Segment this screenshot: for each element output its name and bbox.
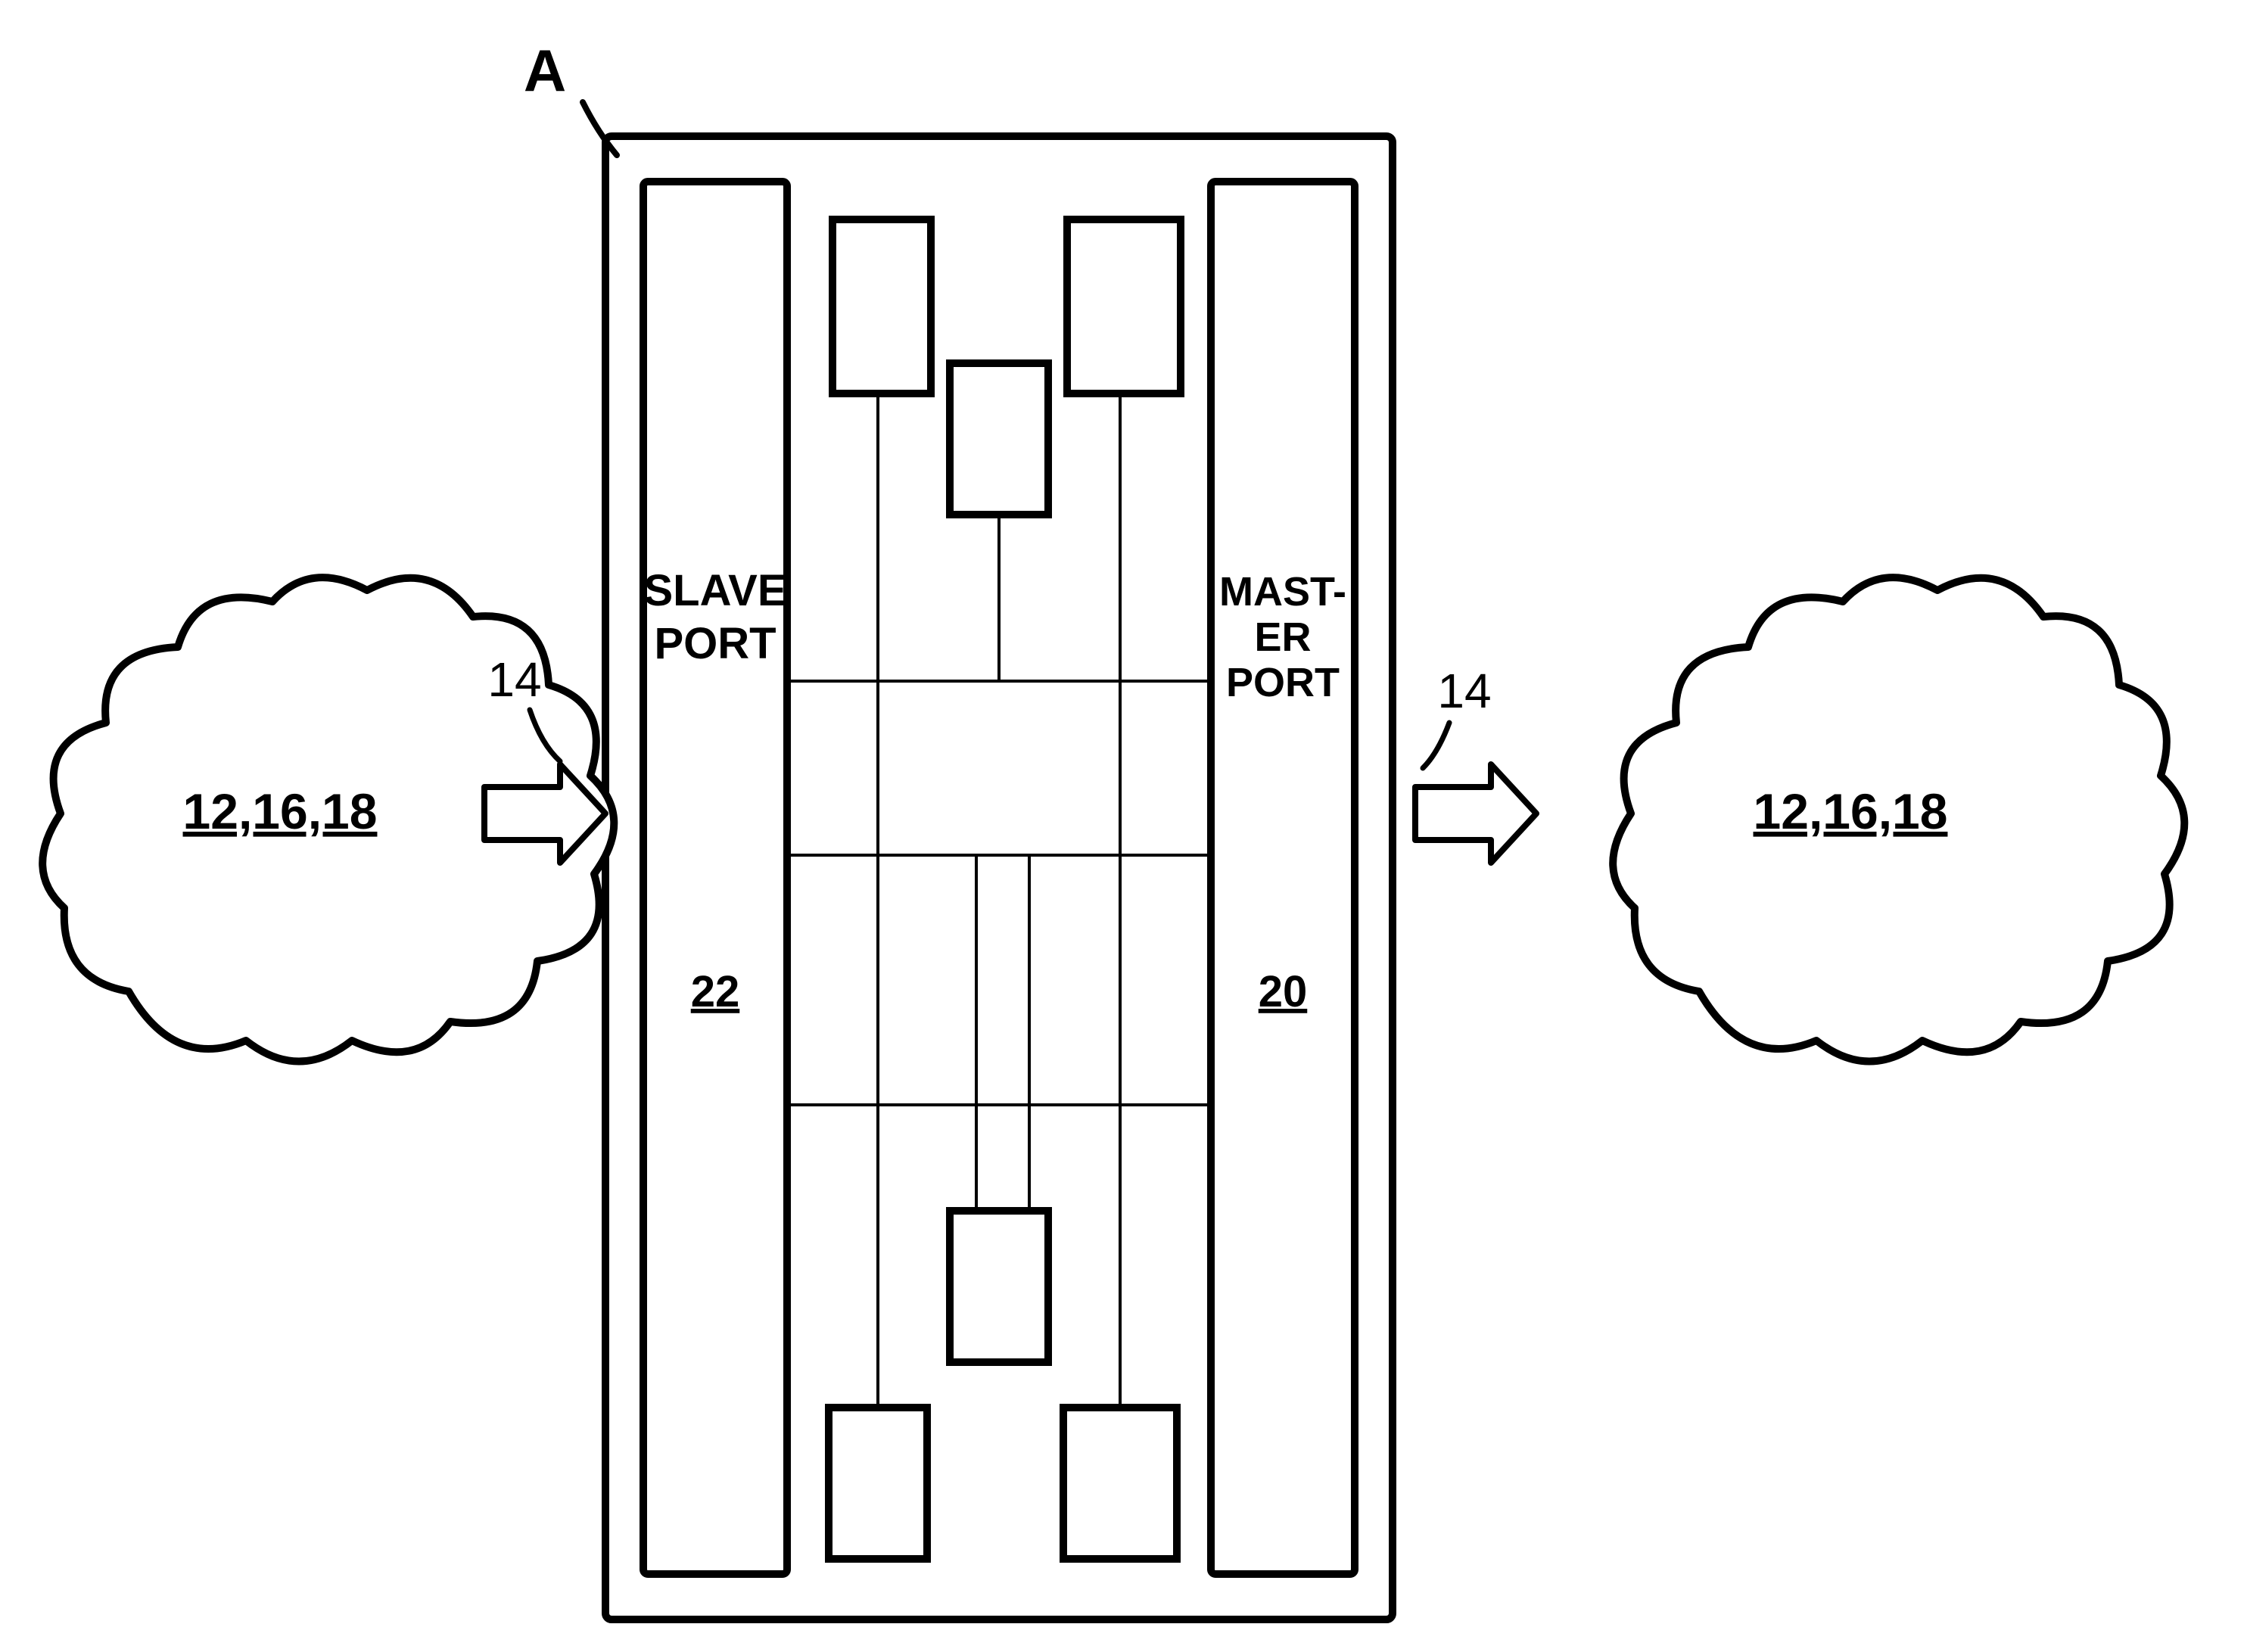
master-port-label-2: ER: [1254, 614, 1311, 660]
right-arrow: [1415, 764, 1536, 863]
right-14-label: 14: [1437, 664, 1491, 718]
master-port-label-1: MAST-: [1219, 569, 1346, 614]
slave-port-box: [643, 182, 787, 1574]
slave-port-label-1: SLAVE: [643, 566, 786, 615]
inner-box-1: [1067, 219, 1181, 394]
slave-port-number: 22: [691, 967, 740, 1016]
master-port-label-3: PORT: [1226, 660, 1340, 705]
master-port-box: [1211, 182, 1355, 1574]
left-cloud-text: 12,16,18: [183, 783, 378, 839]
inner-box-0: [833, 219, 931, 394]
label-a: A: [524, 37, 566, 104]
right-14-tick: [1423, 723, 1449, 768]
left-14-label: 14: [487, 652, 541, 707]
diagram-svg: ASLAVEPORT22MAST-ERPORT2012,16,1812,16,1…: [0, 0, 2247, 1652]
tick-a: [583, 102, 617, 155]
right-cloud-text: 12,16,18: [1754, 783, 1948, 839]
inner-box-3: [950, 1211, 1048, 1362]
outer-box: [605, 136, 1393, 1619]
inner-box-5: [1063, 1408, 1177, 1559]
slave-port-label-2: PORT: [654, 619, 776, 668]
inner-box-2: [950, 363, 1048, 515]
master-port-number: 20: [1259, 967, 1308, 1016]
inner-box-4: [829, 1408, 927, 1559]
